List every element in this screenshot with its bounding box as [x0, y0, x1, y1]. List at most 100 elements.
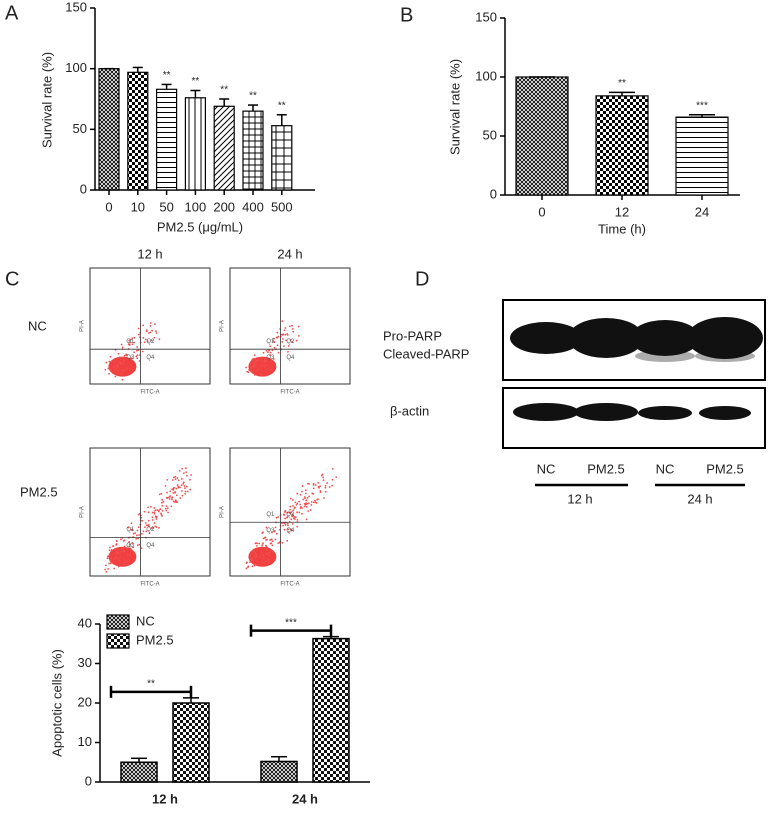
cell-dot — [288, 325, 291, 328]
panel-label: D — [415, 268, 429, 290]
cell-dot — [150, 339, 153, 342]
cell-dot — [299, 493, 302, 496]
cell-dot — [295, 339, 298, 342]
cell-dot — [170, 505, 173, 508]
cell-dot — [127, 358, 130, 360]
cell-dot — [110, 559, 112, 562]
cell-dot — [133, 341, 135, 344]
column-label: 12 h — [137, 246, 162, 261]
cell-dot — [137, 327, 140, 330]
cell-dot — [311, 492, 314, 495]
cell-dot — [147, 332, 150, 334]
cell-dot — [270, 368, 272, 370]
cell-dot — [269, 351, 272, 354]
cell-dot — [258, 359, 260, 361]
cell-dot — [180, 478, 183, 480]
cell-dot — [245, 567, 248, 570]
cell-dot — [284, 524, 287, 526]
cell-dot — [116, 556, 119, 559]
cell-dot — [136, 529, 139, 532]
cell-dot — [183, 472, 185, 475]
cell-dot — [331, 467, 334, 470]
y-tick-label: 50 — [483, 127, 497, 142]
cell-dot — [291, 328, 294, 330]
cell-dot — [260, 373, 263, 376]
cell-dot — [266, 553, 269, 555]
legend-swatch — [106, 633, 130, 649]
cell-dot — [271, 544, 274, 547]
cell-dot — [161, 498, 164, 501]
cell-dot — [263, 365, 266, 368]
cell-dot — [184, 467, 187, 470]
cell-dot — [147, 523, 150, 526]
blot-label: Cleaved-PARP — [383, 346, 469, 361]
cell-dot — [181, 467, 184, 470]
cell-dot — [146, 340, 149, 342]
cell-dot — [184, 487, 186, 490]
cell-dot — [271, 349, 274, 352]
cell-dot — [269, 354, 272, 357]
cell-dot — [281, 333, 284, 336]
cell-dot — [133, 351, 135, 354]
quadrant-label: Q1 — [126, 339, 135, 345]
cell-dot — [255, 544, 258, 547]
cell-dot — [129, 357, 132, 360]
significance: ** — [278, 100, 286, 111]
y-tick-label: 40 — [78, 615, 92, 630]
cell-dot — [276, 344, 279, 347]
column-label: 24 h — [277, 246, 302, 261]
cell-dot — [176, 477, 179, 479]
cell-dot — [171, 498, 173, 501]
cell-dot — [254, 563, 257, 566]
cell-dot — [322, 479, 325, 482]
cell-dot — [158, 526, 160, 529]
cell-dot — [284, 510, 287, 513]
cell-dot — [305, 502, 307, 505]
cell-dot — [165, 505, 168, 508]
cell-dot — [171, 479, 174, 481]
cell-dot — [160, 492, 163, 495]
cell-dot — [147, 511, 150, 514]
x-tick-label: 100 — [185, 199, 207, 214]
cell-dot — [116, 551, 119, 554]
cell-dot — [290, 528, 292, 531]
cell-dot — [126, 367, 129, 370]
cell-dot — [269, 539, 272, 541]
cell-dot — [175, 494, 178, 497]
cell-dot — [294, 501, 297, 504]
cell-dot — [269, 542, 272, 545]
cell-dot — [108, 360, 111, 363]
cell-dot — [169, 490, 172, 493]
cell-dot — [135, 355, 138, 358]
cell-dot — [115, 552, 117, 555]
cell-dot — [291, 522, 294, 525]
cell-dot — [153, 336, 156, 339]
cell-dot — [121, 369, 123, 371]
cell-dot — [261, 364, 263, 367]
significance: ** — [163, 70, 171, 81]
cell-dot — [287, 524, 289, 527]
cell-dot — [171, 488, 174, 490]
cell-dot — [274, 363, 277, 366]
cell-dot — [314, 484, 317, 486]
cell-dot — [183, 485, 186, 487]
cell-dot — [137, 349, 140, 352]
cell-dot — [144, 526, 146, 529]
cell-dot — [253, 354, 256, 357]
cell-dot — [117, 559, 120, 561]
cell-dot — [151, 511, 154, 514]
cell-dot — [181, 494, 184, 497]
cell-dot — [164, 485, 167, 487]
cell-dot — [262, 554, 265, 557]
cell-cluster — [108, 356, 137, 377]
cell-dot — [131, 550, 134, 552]
cell-dot — [151, 519, 154, 521]
cell-dot — [119, 550, 122, 553]
bar — [675, 116, 729, 196]
cell-dot — [313, 499, 316, 502]
cell-dot — [159, 508, 162, 511]
cell-dot — [174, 499, 177, 501]
cell-dot — [142, 530, 145, 533]
cell-dot — [120, 563, 123, 566]
cell-dot — [113, 360, 116, 363]
